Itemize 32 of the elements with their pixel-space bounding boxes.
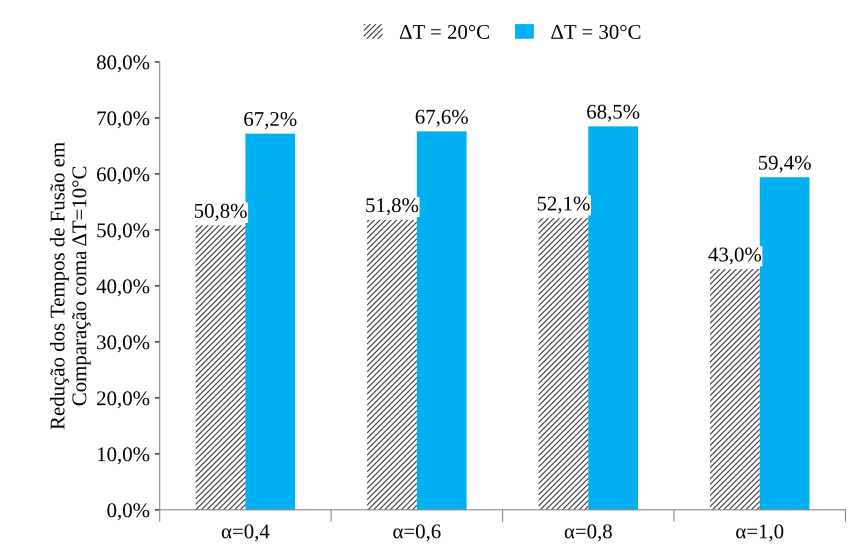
bar: [588, 126, 638, 510]
legend-label: ΔT = 20°C: [400, 24, 489, 39]
bar: [367, 220, 417, 510]
data-label: 67,2%: [244, 112, 296, 130]
x-tick-label: α=0,6: [393, 524, 441, 542]
y-tick-label: 60,0%: [97, 167, 150, 184]
bar: [245, 134, 296, 510]
data-label: 52,1%: [538, 196, 590, 214]
y-tick-label: 0,0%: [107, 503, 150, 520]
y-tick-label: 20,0%: [97, 391, 150, 408]
x-tick-label: α=0,8: [564, 524, 612, 542]
data-label: 43,0%: [708, 247, 762, 265]
y-tick-label: 30,0%: [97, 335, 150, 352]
data-label: 59,4%: [758, 156, 811, 173]
y-tick-label: 70,0%: [98, 111, 150, 128]
data-label: 51,8%: [366, 198, 418, 216]
bar: [760, 177, 810, 510]
bar: [416, 131, 467, 510]
data-label: 67,6%: [416, 110, 468, 127]
y-axis-title: Redução dos Tempos de Fusão em Comparação coma ΔT=10°C: [50, 142, 91, 430]
data-label: 68,5%: [587, 104, 640, 122]
y-tick-label: 50,0%: [97, 223, 150, 240]
x-tick-label: α=0,4: [222, 524, 270, 542]
legend-label: ΔT = 30°C: [551, 24, 640, 39]
data-label: 50,8%: [194, 204, 247, 221]
bar: [196, 225, 246, 510]
y-tick-label: 40,0%: [96, 279, 150, 296]
y-tick-label: 80,0%: [96, 55, 150, 72]
bar: [538, 218, 588, 510]
x-tick-label: α=1,0: [736, 524, 784, 542]
bar: [710, 269, 760, 510]
y-tick-label: 10,0%: [98, 447, 150, 464]
